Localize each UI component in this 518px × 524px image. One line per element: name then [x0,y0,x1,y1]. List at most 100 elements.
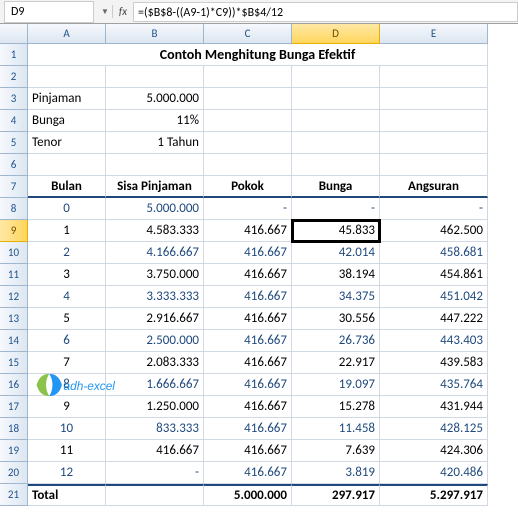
cell-pokok[interactable]: 416.667 [204,374,292,396]
select-all-corner[interactable] [0,24,28,44]
cell-bulan[interactable]: 2 [28,242,106,264]
cell-bunga[interactable]: 19.097 [292,374,380,396]
cell-angsuran[interactable]: 443.403 [380,330,488,352]
col-header-E[interactable]: E [380,24,488,44]
cell-pokok[interactable]: 416.667 [204,264,292,286]
table-header[interactable]: Sisa Pinjaman [106,176,204,198]
cell[interactable] [204,154,292,176]
formula-input[interactable]: =($B$8-((A9-1)*C9))*$B$4/12 [133,2,518,22]
cell-sisa[interactable]: 5.000.000 [106,198,204,220]
cell-sisa[interactable]: 2.916.667 [106,308,204,330]
cell-bulan[interactable]: 5 [28,308,106,330]
name-box[interactable]: D9 [4,1,94,23]
cell-sisa[interactable]: 1.666.667 [106,374,204,396]
cell-sisa[interactable]: 1.250.000 [106,396,204,418]
cell-bulan[interactable]: 9 [28,396,106,418]
cell[interactable] [292,132,380,154]
cell[interactable] [292,88,380,110]
row-header-2[interactable]: 2 [0,66,28,88]
col-header-A[interactable]: A [28,24,106,44]
cell-sisa[interactable]: 3.333.333 [106,286,204,308]
cell[interactable] [292,110,380,132]
cell[interactable] [106,154,204,176]
param-value[interactable]: 11% [106,110,204,132]
row-header-21[interactable]: 21 [0,484,28,506]
cell-sisa[interactable]: 833.333 [106,418,204,440]
cell-bunga[interactable]: 34.375 [292,286,380,308]
name-dropdown-icon[interactable]: ▼ [98,7,112,17]
cell-pokok[interactable]: - [204,198,292,220]
cell-sisa[interactable]: - [106,462,204,484]
cell-bulan[interactable]: 10 [28,418,106,440]
total-pokok[interactable]: 5.000.000 [204,484,292,506]
cell-pokok[interactable]: 416.667 [204,462,292,484]
cell-pokok[interactable]: 416.667 [204,396,292,418]
cell-angsuran[interactable]: 462.500 [380,220,488,242]
cell-sisa[interactable]: 4.166.667 [106,242,204,264]
cell-bulan[interactable]: 3 [28,264,106,286]
active-cell[interactable]: 45.833 [292,220,380,242]
cell-bunga[interactable]: 15.278 [292,396,380,418]
cell-bunga[interactable]: 26.736 [292,330,380,352]
total-label[interactable]: Total [28,484,106,506]
empty-cell[interactable] [292,66,380,88]
cell-bulan[interactable]: 0 [28,198,106,220]
cell-bunga[interactable]: 42.014 [292,242,380,264]
cell-sisa[interactable]: 3.750.000 [106,264,204,286]
row-header-6[interactable]: 6 [0,154,28,176]
cell-angsuran[interactable]: 428.125 [380,418,488,440]
title-cell[interactable]: Contoh Menghitung Bunga Efektif [28,44,488,66]
cell-bunga[interactable]: 22.917 [292,352,380,374]
cell-angsuran[interactable]: 439.583 [380,352,488,374]
total-angsuran[interactable]: 5.297.917 [380,484,488,506]
table-header[interactable]: Pokok [204,176,292,198]
row-header-13[interactable]: 13 [0,308,28,330]
cell-pokok[interactable]: 416.667 [204,352,292,374]
fx-icon[interactable]: fx [112,5,133,18]
cell-bunga[interactable]: 3.819 [292,462,380,484]
col-header-B[interactable]: B [106,24,204,44]
cell-pokok[interactable]: 416.667 [204,330,292,352]
cell-sisa[interactable]: 2.083.333 [106,352,204,374]
cell-pokok[interactable]: 416.667 [204,220,292,242]
cell[interactable] [380,88,488,110]
col-header-D[interactable]: D [292,24,380,44]
cell-bulan[interactable]: 1 [28,220,106,242]
cell-bunga[interactable]: 38.194 [292,264,380,286]
row-header-12[interactable]: 12 [0,286,28,308]
row-header-1[interactable]: 1 [0,44,28,66]
cell-angsuran[interactable]: 420.486 [380,462,488,484]
row-header-16[interactable]: 16 [0,374,28,396]
cell-bunga[interactable]: - [292,198,380,220]
row-header-3[interactable]: 3 [0,88,28,110]
cell-pokok[interactable]: 416.667 [204,286,292,308]
empty-cell[interactable] [106,66,204,88]
row-header-18[interactable]: 18 [0,418,28,440]
total-bunga[interactable]: 297.917 [292,484,380,506]
cell-sisa[interactable]: 416.667 [106,440,204,462]
row-header-7[interactable]: 7 [0,176,28,198]
cell-angsuran[interactable]: 458.681 [380,242,488,264]
cell-bulan[interactable]: 4 [28,286,106,308]
cell[interactable] [292,154,380,176]
cell[interactable] [204,132,292,154]
cell-angsuran[interactable]: 435.764 [380,374,488,396]
cell-angsuran[interactable]: 431.944 [380,396,488,418]
param-label[interactable]: Tenor [28,132,106,154]
cell[interactable] [28,154,106,176]
cell-bulan[interactable]: 7 [28,352,106,374]
table-header[interactable]: Bunga [292,176,380,198]
row-header-4[interactable]: 4 [0,110,28,132]
cell-sisa[interactable]: 4.583.333 [106,220,204,242]
cell-angsuran[interactable]: - [380,198,488,220]
cell-bulan[interactable]: 11 [28,440,106,462]
col-header-C[interactable]: C [204,24,292,44]
cell-bulan[interactable]: 6 [28,330,106,352]
row-header-10[interactable]: 10 [0,242,28,264]
row-header-14[interactable]: 14 [0,330,28,352]
cell[interactable] [380,154,488,176]
cell[interactable] [204,88,292,110]
cell-bunga[interactable]: 11.458 [292,418,380,440]
param-value[interactable]: 5.000.000 [106,88,204,110]
row-header-11[interactable]: 11 [0,264,28,286]
